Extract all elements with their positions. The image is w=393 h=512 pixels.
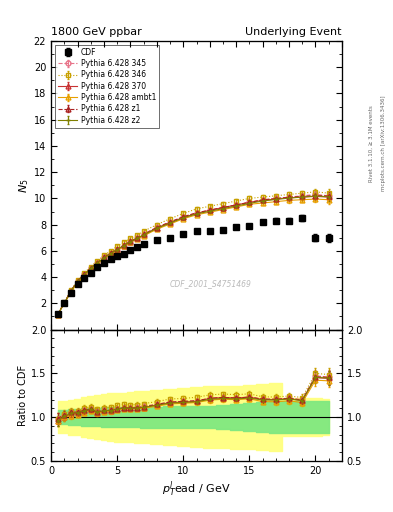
Text: mcplots.cern.ch [arXiv:1306.3436]: mcplots.cern.ch [arXiv:1306.3436]	[381, 96, 386, 191]
Text: CDF_2001_S4751469: CDF_2001_S4751469	[170, 280, 252, 288]
X-axis label: $p_T^l\mathrm{ead}$ / GeV: $p_T^l\mathrm{ead}$ / GeV	[162, 480, 231, 499]
Text: 1800 GeV ppbar: 1800 GeV ppbar	[51, 28, 142, 37]
Y-axis label: $N_5$: $N_5$	[17, 178, 31, 193]
Text: Rivet 3.1.10, ≥ 3.1M events: Rivet 3.1.10, ≥ 3.1M events	[369, 105, 374, 182]
Y-axis label: Ratio to CDF: Ratio to CDF	[18, 365, 28, 426]
Legend: CDF, Pythia 6.428 345, Pythia 6.428 346, Pythia 6.428 370, Pythia 6.428 ambt1, P: CDF, Pythia 6.428 345, Pythia 6.428 346,…	[55, 45, 159, 127]
Text: Underlying Event: Underlying Event	[245, 28, 342, 37]
